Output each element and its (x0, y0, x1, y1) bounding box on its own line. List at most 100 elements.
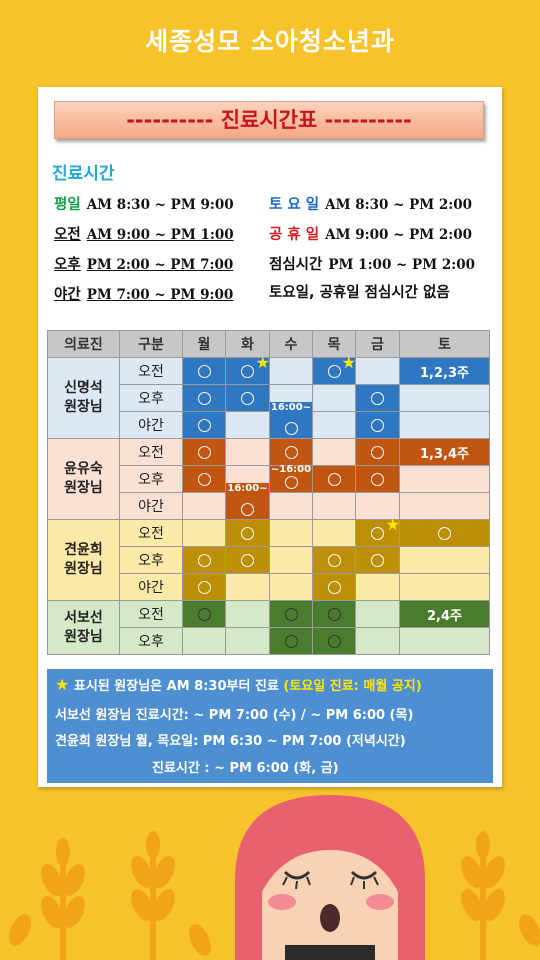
session-label: 오전 (119, 438, 183, 466)
slot-cell (399, 384, 490, 412)
table-header-row: 의료진 구분 월 화 수 목 금 토 (47, 330, 490, 358)
wheat-right-icon (461, 831, 540, 960)
slot-cell (312, 465, 356, 493)
hours-saturday: 토 요 일 AM 8:30 ~ PM 2:00 (269, 197, 473, 213)
table-row: 윤유숙 원장님 오전 1,3,4주 (47, 438, 490, 520)
schedule-table: 의료진 구분 월 화 수 목 금 토 신명석 원장님 오전 ★ ★ 1,2,3주 … (47, 330, 490, 655)
star-icon: ★ (341, 353, 356, 372)
slot-cell (312, 519, 356, 547)
slot-cell: ~16:00 (269, 464, 313, 493)
note-line-3: 견윤희 원장님 월, 목요일: PM 6:30 ~ PM 7:00 (저녁시간) (55, 734, 406, 749)
slot-cell (225, 573, 270, 601)
slot-cell (225, 384, 270, 412)
slot-cell (182, 627, 226, 655)
session-label: 오전 (119, 519, 183, 547)
slot-cell (269, 573, 313, 601)
note-line-4: 진료시간 : ~ PM 6:00 (화, 금) (152, 761, 339, 776)
slot-cell (182, 438, 226, 466)
hours-holiday: 공 휴 일 AM 9:00 ~ PM 2:00 (269, 227, 473, 243)
slot-cell (355, 600, 400, 628)
star-icon: ★ (385, 515, 400, 534)
slot-cell (225, 546, 270, 574)
slot-cell: ★ (225, 353, 270, 385)
slot-cell (312, 546, 356, 574)
header-fri: 금 (355, 330, 400, 358)
session-label: 야간 (119, 411, 183, 439)
slot-cell (355, 357, 400, 385)
schedule-card: ---------- 진료시간표 ---------- 진료시간 평일 AM 8:… (38, 87, 502, 787)
slot-cell (312, 627, 356, 655)
slot-cell: 16:00~ (225, 482, 270, 520)
header-wed: 수 (269, 330, 313, 358)
session-label: 오후 (119, 627, 183, 655)
clinic-title: 세종성모 소아청소년과 (145, 27, 395, 56)
lunch-note: 토요일, 공휴일 점심시간 없음 (269, 285, 450, 301)
saturday-slot (399, 519, 490, 547)
slot-cell (225, 600, 270, 628)
header-sat: 토 (399, 330, 490, 358)
slot-cell (355, 627, 400, 655)
hours-weekday: 평일 AM 8:30 ~ PM 9:00 (54, 197, 234, 213)
doctor-cell-3: 견윤희 원장님 (47, 519, 120, 601)
session-label: 오전 (119, 600, 183, 628)
girl-face-icon (235, 795, 425, 960)
hours-heading: 진료시간 (52, 164, 115, 184)
header-tue: 화 (225, 330, 270, 358)
hours-lunch: 점심시간 PM 1:00 ~ PM 2:00 (269, 257, 476, 273)
notes-box: ★ 표시된 원장님은 AM 8:30부터 진료 (토요일 진료: 매월 공지) … (47, 669, 493, 783)
slot-cell (355, 492, 400, 520)
hours-afternoon: 오후 PM 2:00 ~ PM 7:00 (54, 257, 234, 273)
slot-cell (355, 465, 400, 493)
slot-cell (312, 600, 356, 628)
slot-cell (182, 357, 226, 385)
slot-cell (225, 627, 270, 655)
doctor-cell-4: 서보선 원장님 (47, 600, 120, 655)
timetable-banner: ---------- 진료시간표 ---------- (54, 101, 484, 139)
session-label: 오후 (119, 546, 183, 574)
star-icon: ★ (55, 675, 70, 694)
slot-cell (399, 492, 490, 520)
table-row: 견윤희 원장님 오전 ★ (47, 515, 490, 601)
slot-cell (269, 438, 313, 466)
header-doctor: 의료진 (47, 330, 120, 358)
table-row: 야간 (48, 573, 490, 601)
hours-morning: 오전 AM 9:00 ~ PM 1:00 (54, 227, 234, 243)
session-label: 오후 (119, 384, 183, 412)
slot-cell (399, 573, 490, 601)
table-row: 서보선 원장님 오전 2,4주 (47, 600, 490, 655)
slot-cell (312, 384, 356, 412)
saturday-weeks: 1,2,3주 (399, 357, 490, 385)
slot-cell (355, 546, 400, 574)
session-label: 오전 (119, 357, 183, 385)
slot-cell (355, 438, 400, 466)
wheat-left-icon (9, 831, 211, 960)
note-line-1: ★ 표시된 원장님은 AM 8:30부터 진료 (토요일 진료: 매월 공지) (55, 675, 422, 694)
star-icon: ★ (255, 353, 270, 372)
slot-cell: ★ (355, 515, 400, 547)
slot-cell (399, 627, 490, 655)
slot-cell (225, 519, 270, 547)
note-line-2: 서보선 원장님 진료시간: ~ PM 7:00 (수) / ~ PM 6:00 … (55, 708, 414, 723)
slot-cell (182, 492, 226, 520)
slot-cell (269, 546, 313, 574)
saturday-weeks: 1,3,4주 (399, 438, 490, 466)
table-row: 오후 (48, 546, 490, 574)
slot-cell (312, 573, 356, 601)
slot-cell (355, 384, 400, 412)
table-row: 야간 16:00~ (48, 401, 490, 439)
session-label: 야간 (119, 492, 183, 520)
header-session: 구분 (119, 330, 183, 358)
slot-cell (399, 411, 490, 439)
table-row: 오후 (48, 627, 490, 655)
doctor-cell-1: 신명석 원장님 (47, 357, 120, 439)
slot-cell (312, 492, 356, 520)
slot-cell (269, 492, 313, 520)
slot-cell (312, 438, 356, 466)
slot-cell (225, 438, 270, 466)
slot-cell (269, 627, 313, 655)
slot-cell (225, 411, 270, 439)
hours-night: 야간 PM 7:00 ~ PM 9:00 (54, 287, 234, 303)
header-mon: 월 (182, 330, 226, 358)
saturday-weeks: 2,4주 (399, 600, 490, 628)
